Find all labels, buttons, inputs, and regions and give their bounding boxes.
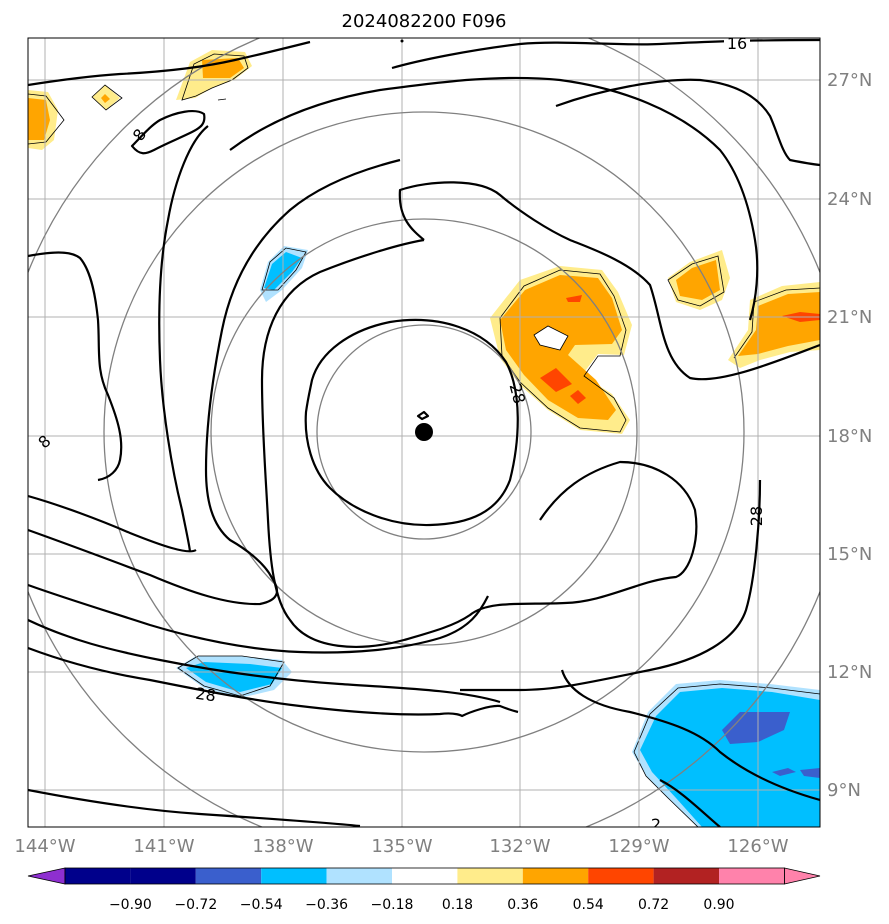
contour-sw-band-1 bbox=[28, 158, 401, 606]
contour-label-28-east: 28 bbox=[747, 506, 766, 526]
lat-label-27n: 27°N bbox=[827, 70, 872, 91]
contour-label-28-center: 28 bbox=[506, 381, 530, 406]
shade-orange-east-small bbox=[676, 260, 720, 300]
lon-label-138w: 138°W bbox=[252, 836, 313, 857]
colorbar-segment-1 bbox=[65, 868, 131, 884]
contour-south bbox=[28, 788, 361, 827]
thin-contour-east-small bbox=[667, 255, 725, 307]
lon-label-126w: 126°W bbox=[727, 836, 788, 857]
thin-contour-blue-se bbox=[633, 683, 820, 827]
shade-red-spot-c bbox=[566, 295, 582, 302]
contour-mid-north bbox=[229, 76, 759, 321]
range-ring-2 bbox=[210, 218, 638, 646]
lon-label-129w: 129°W bbox=[608, 836, 669, 857]
contour-label-bg-1 bbox=[724, 38, 750, 52]
colorbar-segment-5 bbox=[326, 868, 392, 884]
shade-orange-small-diamond bbox=[101, 94, 110, 103]
lat-label-15n: 15°N bbox=[827, 544, 872, 565]
colorbar-label-6: 0.18 bbox=[442, 897, 473, 913]
colorbar-segment-11 bbox=[719, 868, 785, 884]
lat-label-21n: 21°N bbox=[827, 307, 872, 328]
shade-red-spot-a bbox=[540, 368, 572, 392]
colorbar-label-7: 0.36 bbox=[507, 897, 538, 913]
colorbar-segment-2 bbox=[130, 868, 196, 884]
colorbar-label-2: −0.72 bbox=[174, 897, 217, 913]
contour-sw-band-3 bbox=[28, 646, 519, 718]
contour-ring-2 bbox=[260, 181, 820, 648]
contour-northwest-8 bbox=[130, 110, 206, 155]
thin-contour-west-edge bbox=[28, 93, 65, 145]
map-frame bbox=[27, 37, 821, 828]
thin-contour-tiny-dash bbox=[217, 98, 227, 101]
colorbar-segment-6 bbox=[392, 868, 458, 884]
contour-ring-5 bbox=[28, 40, 311, 87]
lon-label-144w: 144°W bbox=[14, 836, 75, 857]
thin-contour-main-blob bbox=[499, 269, 627, 433]
contour-label-28-south: 28 bbox=[194, 684, 217, 706]
colorbar-label-1: −0.90 bbox=[109, 897, 152, 913]
colorbar-label-4: −0.36 bbox=[305, 897, 348, 913]
thin-contour-blue-south bbox=[177, 655, 285, 697]
latitude-labels: 27°N 24°N 21°N 18°N 15°N 12°N 9°N bbox=[827, 70, 872, 801]
longitude-labels: 144°W 141°W 138°W 135°W 132°W 129°W 126°… bbox=[14, 836, 788, 857]
thin-contour-diamond bbox=[91, 84, 123, 111]
lat-label-12n: 12°N bbox=[827, 662, 872, 683]
colorbar: −0.90 −0.72 −0.54 −0.36 −0.18 0.18 0.36 … bbox=[27, 867, 821, 913]
lat-label-18n: 18°N bbox=[827, 426, 872, 447]
lon-label-135w: 135°W bbox=[371, 836, 432, 857]
range-rings bbox=[28, 38, 820, 827]
colorbar-extend-right bbox=[784, 867, 821, 885]
thin-contour-main-hole bbox=[533, 325, 569, 351]
shade-darkblue-se-b bbox=[772, 768, 796, 776]
contour-ring-4 bbox=[28, 251, 197, 553]
contour-inner-core bbox=[304, 318, 519, 527]
colorbar-segment-8 bbox=[522, 868, 589, 884]
colorbar-segment-3 bbox=[195, 868, 262, 884]
colorbar-segment-4 bbox=[261, 868, 327, 884]
shade-darkblue-se-c bbox=[800, 768, 820, 778]
colorbar-label-9: 0.72 bbox=[638, 897, 669, 913]
colorbar-label-10: 0.90 bbox=[703, 897, 734, 913]
colorbar-label-5: −0.18 bbox=[371, 897, 414, 913]
colorbar-frame bbox=[64, 867, 785, 885]
contour-sw-band-2 bbox=[28, 583, 501, 704]
colorbar-segment-7 bbox=[457, 868, 523, 884]
colorbar-segment-10 bbox=[653, 868, 719, 884]
lon-label-132w: 132°W bbox=[489, 836, 550, 857]
colorbar-extend-left bbox=[27, 867, 66, 885]
map-area: 16 8 8 28 28 28 2 bbox=[28, 34, 820, 834]
shade-orange-ne-high bbox=[202, 58, 244, 78]
thick-contours bbox=[28, 38, 820, 827]
range-ring-1 bbox=[316, 324, 532, 540]
map-title: 2024082200 F096 bbox=[342, 11, 507, 32]
top-dot-marker bbox=[400, 39, 404, 43]
contour-se-band-2 bbox=[659, 779, 721, 827]
lon-label-141w: 141°W bbox=[133, 836, 194, 857]
storm-center-marker bbox=[415, 423, 433, 441]
range-ring-3 bbox=[103, 111, 745, 753]
contour-label-2: 2 bbox=[651, 815, 661, 834]
colorbar-label-8: 0.54 bbox=[573, 897, 604, 913]
colorbar-label-3: −0.54 bbox=[240, 897, 283, 913]
contour-east-top bbox=[555, 78, 820, 167]
contour-center-blip bbox=[416, 410, 430, 421]
colorbar-segment-9 bbox=[588, 868, 654, 884]
shade-red-spot-b bbox=[570, 390, 586, 404]
thin-contour-blue-north bbox=[261, 247, 307, 291]
lat-label-9n: 9°N bbox=[827, 780, 861, 801]
contour-label-16: 16 bbox=[727, 34, 747, 53]
lat-label-24n: 24°N bbox=[827, 189, 872, 210]
thin-contour-ne-high bbox=[181, 53, 249, 101]
contour-se-band bbox=[560, 669, 820, 802]
